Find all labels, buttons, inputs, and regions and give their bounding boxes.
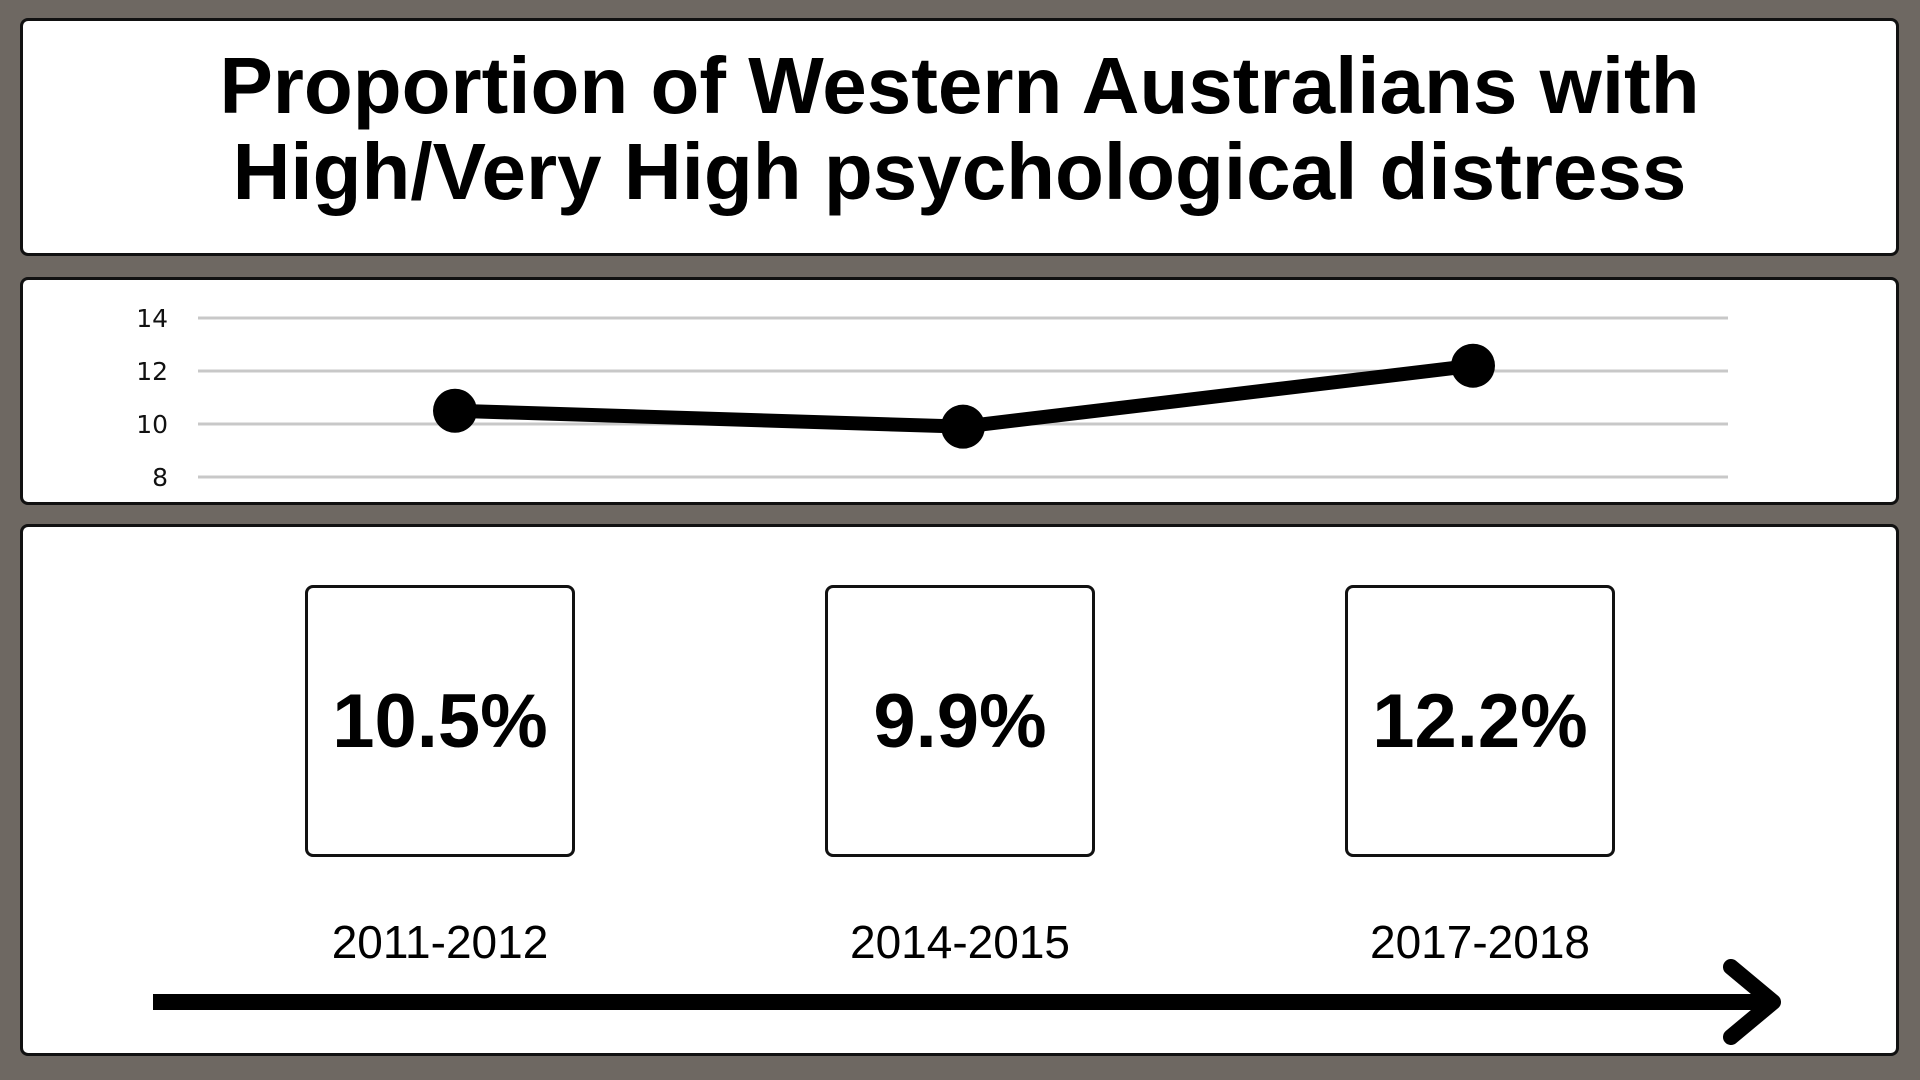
infographic-title: Proportion of Western Australians with H…	[23, 43, 1896, 215]
y-tick-label: 8	[152, 463, 168, 492]
stat-box-2011-2012: 10.5%	[305, 585, 575, 857]
stat-box-2014-2015: 9.9%	[825, 585, 1095, 857]
stat-value: 10.5%	[332, 678, 548, 764]
period-label: 2011-2012	[331, 916, 549, 968]
data-point	[941, 404, 985, 449]
timeline-arrow-icon	[153, 959, 1781, 1045]
title-panel: Proportion of Western Australians with H…	[20, 18, 1899, 256]
stat-value: 12.2%	[1372, 678, 1588, 764]
stats-panel: 10.5% 9.9% 12.2% 2011-2012 2014-2015 201…	[20, 524, 1899, 1056]
chart-panel: 8 10 12 14	[20, 277, 1899, 505]
y-tick-label: 10	[136, 410, 168, 439]
line-chart: 8 10 12 14	[136, 304, 1728, 492]
stat-box-2017-2018: 12.2%	[1345, 585, 1615, 857]
title-line-2: High/Very High psychological distress	[232, 127, 1687, 216]
data-point	[433, 388, 477, 433]
y-tick-label: 12	[136, 357, 168, 386]
data-point	[1451, 343, 1495, 388]
y-tick-label: 14	[136, 304, 168, 333]
period-label: 2014-2015	[850, 916, 1070, 968]
stat-value: 9.9%	[873, 678, 1047, 764]
title-line-1: Proportion of Western Australians with	[219, 41, 1700, 130]
period-label: 2017-2018	[1370, 916, 1590, 968]
